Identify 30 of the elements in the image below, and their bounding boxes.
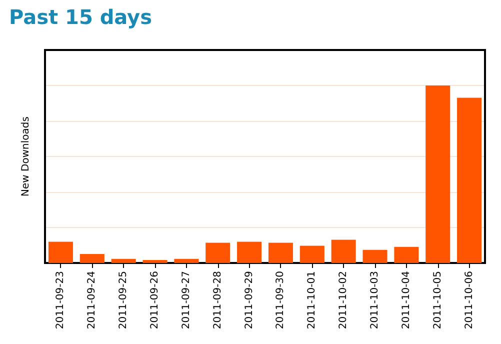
bar [331, 240, 356, 263]
bar [394, 246, 419, 263]
x-tick-label: 2011-09-24 [86, 271, 98, 330]
x-tick-label: 2011-10-04 [400, 271, 412, 330]
x-tick-label: 2011-10-02 [338, 271, 350, 330]
x-tick-label: 2011-09-29 [244, 271, 255, 330]
bar [362, 250, 388, 263]
x-tick-label: 2011-09-23 [55, 271, 66, 330]
x-tick-label: 2011-09-28 [212, 271, 224, 330]
bar [80, 254, 104, 263]
x-tick-label: 2011-10-06 [464, 271, 475, 330]
bar [142, 260, 168, 263]
y-axis-title: New Downloads [20, 116, 32, 196]
bar [237, 242, 262, 263]
x-tick-label: 2011-10-01 [306, 271, 318, 330]
chart-title: Past 15 days [9, 5, 152, 29]
x-tick-label: 2011-09-25 [118, 271, 130, 330]
x-tick-label: 2011-10-05 [432, 271, 444, 330]
bar [48, 242, 73, 263]
bar [300, 246, 324, 263]
bar [268, 242, 293, 263]
bar [174, 258, 199, 263]
bar [457, 98, 482, 263]
x-tick-label: 2011-09-27 [180, 271, 192, 330]
bar [111, 258, 136, 263]
bar [206, 242, 230, 263]
x-tick-label: 2011-10-03 [370, 271, 380, 330]
x-tick-label: 2011-09-26 [150, 271, 160, 330]
x-tick-label: 2011-09-30 [275, 271, 286, 330]
bar [426, 86, 450, 263]
